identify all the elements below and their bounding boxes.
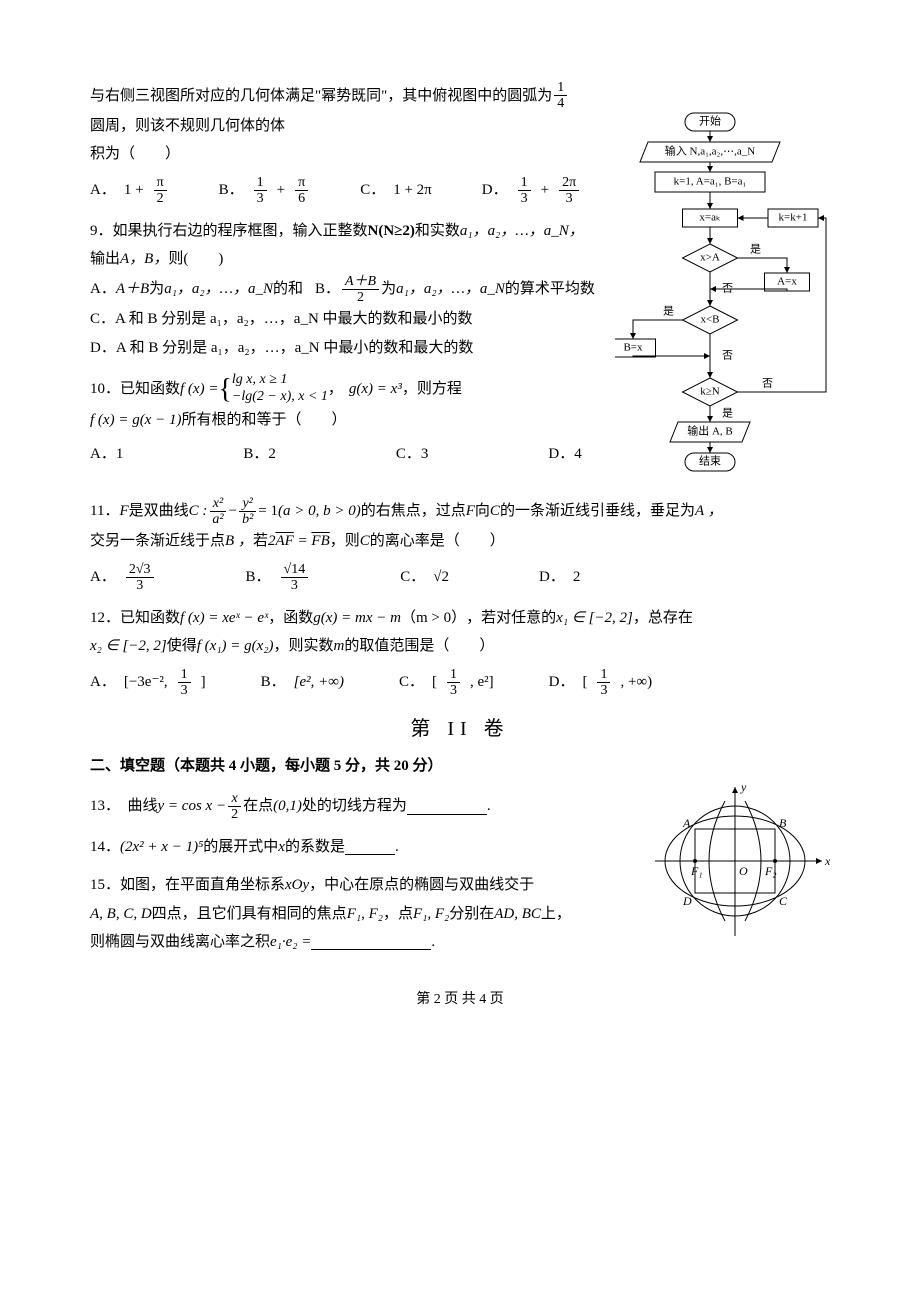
svg-text:B: B: [779, 816, 787, 830]
flowchart-figure: 开始输入 N,a₁,a₂,⋯,a_N k=1, A=a₁, B=a₁ x=aₖ k=k…: [615, 110, 830, 496]
q10-opt-b: B．2: [243, 440, 276, 469]
q11-opt-b: B． √143: [246, 562, 311, 594]
ellipse-figure: x y A B C D F₁ F₂ O: [650, 781, 830, 952]
svg-text:x: x: [824, 854, 830, 868]
q10-stem: 10．已知函数 f (x) = { lg x, x ≥ 1 −lg(2 − x)…: [90, 372, 605, 406]
svg-text:D: D: [682, 894, 692, 908]
text: 和实数: [415, 217, 460, 246]
q11-line2: 交另一条渐近线于点 B ， 若 2AF = FB ，则 C 的离心率是（ ）: [90, 527, 830, 556]
svg-text:输出 A, B: 输出 A, B: [687, 424, 733, 438]
text: N(N≥2): [368, 217, 415, 246]
q11-stem: 11． F 是双曲线 C : x²a² − y²b² = 1 (a > 0, b…: [90, 496, 830, 528]
svg-text:是: 是: [722, 407, 733, 420]
blank-input[interactable]: [407, 799, 487, 815]
svg-text:k=1, A=a₁, B=a₁: k=1, A=a₁, B=a₁: [674, 176, 747, 188]
svg-text:输入 N,a₁,a₂,⋯,a_N: 输入 N,a₁,a₂,⋯,a_N: [665, 144, 756, 158]
q8-opt-a: A． 1 + π2: [90, 175, 169, 207]
q12-opt-a: A． [−3e⁻², 13 ]: [90, 667, 206, 699]
sequence: a₁，a₂，…，a_N，: [460, 217, 584, 246]
svg-text:y: y: [740, 781, 747, 794]
q10-opt-d: D．4: [548, 440, 581, 469]
q12-line2: x₂ ∈ [−2, 2] 使得 f (x₁) = g(x₂) ，则实数 m 的取…: [90, 632, 830, 661]
vector-eq: 2AF = FB: [268, 527, 330, 556]
svg-text:开始: 开始: [699, 114, 721, 128]
text: A，B，: [120, 245, 168, 274]
q8-opt-d: D． 13 + 2π3: [482, 175, 581, 207]
text: 圆周，则该不规则几何体的体: [90, 112, 285, 141]
q8-options: A． 1 + π2 B． 13 + π6 C． 1 + 2π D． 13 + 2…: [90, 175, 605, 207]
svg-text:否: 否: [762, 378, 773, 390]
svg-text:x=aₖ: x=aₖ: [699, 212, 720, 224]
svg-text:B=x: B=x: [623, 342, 643, 354]
svg-text:否: 否: [722, 350, 733, 362]
text: 1 + 2π: [393, 176, 432, 205]
q8-stem-line1: 与右侧三视图所对应的几何体满足"幂势既同"，其中俯视图中的圆弧为 1 4 圆周，…: [90, 80, 605, 140]
text: 与右侧三视图所对应的几何体满足"幂势既同"，其中俯视图中的圆弧为: [90, 82, 552, 111]
svg-text:x<B: x<B: [700, 314, 719, 326]
q12-options: A． [−3e⁻², 13 ] B． [e², +∞) C． [ 13 , e²…: [90, 667, 830, 699]
svg-text:是: 是: [663, 305, 674, 318]
svg-text:O: O: [739, 864, 748, 878]
blank-input[interactable]: [311, 934, 431, 950]
q14: 14． (2x² + x − 1)⁵ 的展开式中 x 的系数是 .: [90, 833, 640, 862]
svg-text:x>A: x>A: [700, 252, 720, 264]
label: B．: [219, 176, 244, 205]
q8-opt-c: C． 1 + 2π: [360, 175, 432, 207]
fraction: 1 4: [554, 80, 567, 112]
q12-opt-d: D． [ 13 , +∞): [549, 667, 653, 699]
q12-opt-b: B． [e², +∞): [261, 667, 344, 699]
svg-text:F₂: F₂: [764, 864, 777, 878]
text: 9．如果执行右边的程序框图，输入正整数: [90, 217, 368, 246]
text: 1 +: [124, 176, 144, 205]
q8-opt-b: B． 13 + π6: [219, 175, 311, 207]
label: A．: [90, 176, 116, 205]
svg-text:C: C: [779, 894, 788, 908]
svg-text:F₁: F₁: [690, 864, 703, 878]
ellipse-svg: x y A B C D F₁ F₂ O: [650, 781, 830, 941]
brace-icon: {: [218, 377, 231, 402]
text: 则( ): [168, 245, 223, 274]
q11-opt-c: C． √2: [400, 562, 449, 594]
q12-stem: 12．已知函数 f (x) = xeˣ − eˣ ，函数 g(x) = mx −…: [90, 604, 830, 633]
q10-opt-a: A．1: [90, 440, 123, 469]
svg-text:A=x: A=x: [777, 276, 797, 288]
section-2-title: 第 II 卷: [90, 710, 830, 748]
q10-options: A．1 B．2 C．3 D．4: [90, 440, 605, 469]
fill-header: 二、填空题（本题共 4 小题，每小题 5 分，共 20 分）: [90, 752, 830, 781]
q9-opt-ab: A． A＋B 为 a₁，a₂，…，a_N 的和 B． A＋B2 为 a₁，a₂，…: [90, 274, 605, 306]
q11-opt-d: D． 2: [539, 562, 580, 594]
label: C．: [360, 176, 385, 205]
flowchart-svg: 开始输入 N,a₁,a₂,⋯,a_N k=1, A=a₁, B=a₁ x=aₖ k=k…: [615, 110, 830, 485]
svg-text:k=k+1: k=k+1: [779, 212, 808, 224]
q11-options: A． 2√33 B． √143 C． √2 D． 2: [90, 562, 830, 594]
q12-opt-c: C． [ 13 , e²]: [399, 667, 494, 699]
blank-input[interactable]: [345, 839, 395, 855]
text: 输出: [90, 245, 120, 274]
q10-line2: f (x) = g(x − 1) 所有根的和等于（ ）: [90, 406, 605, 435]
svg-text:A: A: [682, 816, 691, 830]
page-footer: 第 2 页 共 4 页: [90, 987, 830, 1014]
q10-opt-c: C．3: [396, 440, 429, 469]
svg-text:结束: 结束: [699, 455, 721, 468]
label: D．: [482, 176, 508, 205]
svg-text:是: 是: [750, 243, 761, 256]
q13: 13． 曲线 y = cos x − x2 在点 (0,1) 处的切线方程为 .: [90, 791, 640, 823]
q11-opt-a: A． 2√33: [90, 562, 156, 594]
svg-text:k≥N: k≥N: [700, 386, 720, 398]
